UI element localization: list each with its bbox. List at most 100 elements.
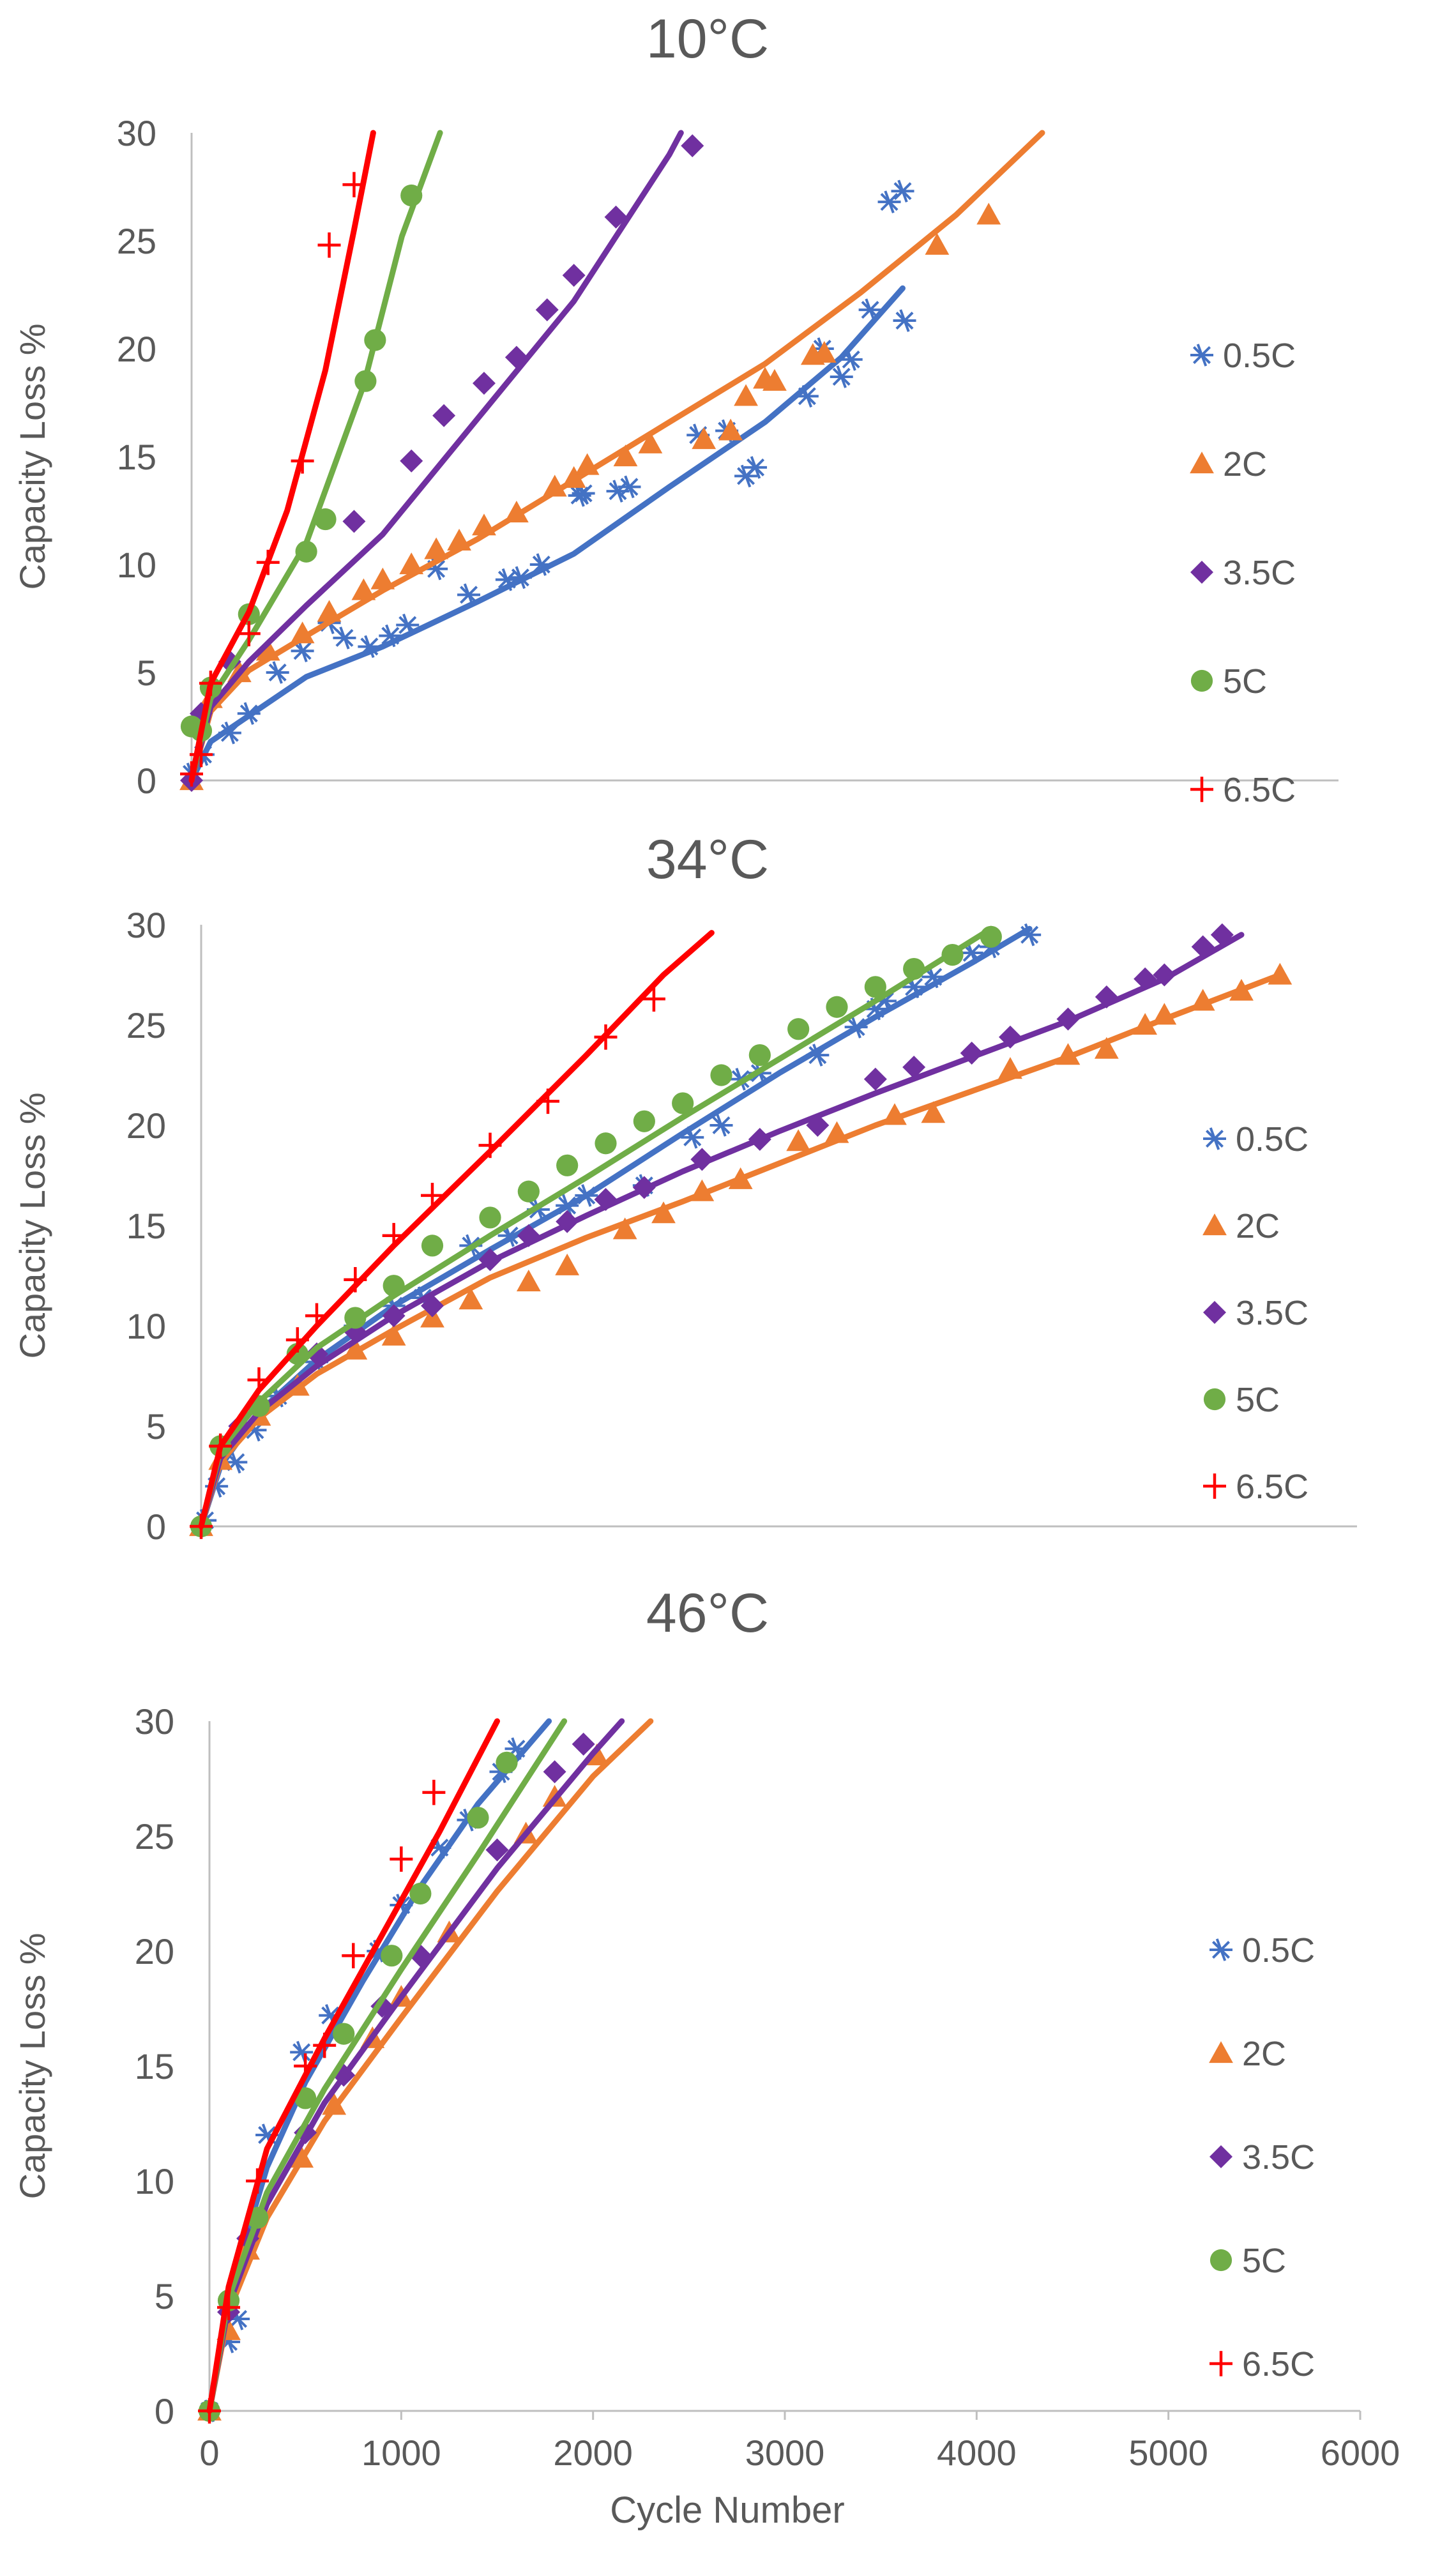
- panel-34c-series-6-5c: [190, 930, 715, 1539]
- panel-10c-series-0-5c-point-8-stroke-v: [364, 635, 375, 658]
- panel-10c-series-0-5c-point-2-stroke-v: [224, 721, 236, 745]
- panel-46c-x-tick-2000: 2000: [553, 2433, 633, 2473]
- panel-34c-y-tick-25: 25: [126, 1005, 166, 1045]
- panel-34c-legend-3-5c-label: 3.5C: [1236, 1294, 1308, 1332]
- panel-10c-series-2c-point-8: [399, 552, 424, 575]
- panel-46c-x-tick-5000: 5000: [1128, 2433, 1208, 2473]
- panel-10c-legend-5c: 5C: [1190, 662, 1267, 701]
- panel-34c-series-0-5c-point-16-stroke-v: [716, 1114, 727, 1137]
- panel-34c-y-tick-0: 0: [146, 1507, 166, 1547]
- panel-34c-legend-0-5c-marker: [1203, 1127, 1226, 1150]
- panel-46c-legend-6-5c-label: 6.5C: [1242, 2345, 1315, 2383]
- panel-34c-series-0-5c-point-15: [681, 1126, 704, 1149]
- panel-46c-y-tick-25: 25: [135, 1816, 174, 1857]
- panel-34c-series-6-5c-point-10: [594, 1024, 618, 1050]
- panel-10c-series-0-5c-point-28: [858, 298, 882, 321]
- panel-34c-series-6-5c-point-0: [190, 1514, 213, 1539]
- panel-46c-legend-0-5c-marker: [1210, 1938, 1232, 1961]
- panel-10c-legend-3-5c-label: 3.5C: [1223, 554, 1296, 592]
- panel-34c-series-2c-point-25: [1268, 962, 1293, 985]
- panel-46c-series-3-5c-point-8: [543, 1760, 566, 1784]
- panel-46c-series-5c-fit-line: [206, 1718, 568, 2414]
- panel-46c-series-5c-point-8: [496, 1751, 518, 1774]
- panel-46c-series-6-5c-point-4: [313, 2032, 337, 2058]
- panel-46c-x-tick-6000: 6000: [1321, 2433, 1400, 2473]
- panel-34c-series-5c-point-16: [826, 996, 848, 1018]
- panel-34c-series-2c-point-17: [921, 1101, 946, 1123]
- panel-10c-series-5c-point-8: [400, 184, 423, 207]
- panel-46c-y-tick-5: 5: [155, 2276, 174, 2316]
- panel-46c-series-5c-point-7: [467, 1807, 489, 1829]
- panel-10c-series-0-5c-point-15-stroke-v: [536, 553, 547, 576]
- panel-34c-series-5c-point-17: [864, 976, 886, 998]
- panel-34c-y-tick-20: 20: [126, 1105, 166, 1146]
- panel-34c-series-3-5c-point-15: [902, 1055, 926, 1079]
- panel-46c-legend-5c-label: 5C: [1242, 2242, 1286, 2280]
- panel-10c-title: 10°C: [646, 8, 769, 70]
- panel-10c-legend-3-5c-marker: [1190, 561, 1213, 584]
- panel-10c-series-2c-point-19: [718, 418, 743, 441]
- panel-34c-series-2c-point-9: [555, 1253, 580, 1275]
- panel-34c-legend-5c-marker: [1203, 1388, 1226, 1411]
- panel-34c-series-6-5c-point-2: [247, 1367, 271, 1393]
- panel-46c-x-tick-1000: 1000: [361, 2433, 441, 2473]
- panel-34c-y-tick-10: 10: [126, 1306, 166, 1346]
- panel-10c-series-3-5c-point-9: [562, 264, 586, 287]
- panel-10c-series-0-5c-point-26: [830, 365, 853, 388]
- panel-10c-series-0-5c-point-29-stroke-v: [884, 190, 895, 213]
- panel-10c-series-2c-point-25: [925, 232, 950, 255]
- panel-34c-series-3-5c-point-19: [1095, 985, 1118, 1009]
- panel-34c-series-6-5c-point-11: [642, 986, 665, 1012]
- panel-10c-y-tick-25: 25: [117, 221, 156, 261]
- panel-34c-series-0-5c-point-13-stroke-v: [581, 1184, 592, 1207]
- panel-46c: 46°C 0 5 10 15 20 25 30 0 1000 2000 3000 4000 5000 600…: [12, 1583, 1400, 2531]
- panel-10c-series-2c: [179, 130, 1045, 791]
- panel-10c-series-0-5c-point-15: [529, 553, 553, 576]
- panel-10c-y-label: Capacity Loss %: [12, 323, 52, 589]
- panel-34c-series-3-5c-point-20: [1134, 967, 1157, 991]
- panel-46c-x-tick-0: 0: [199, 2433, 219, 2473]
- panel-46c-series-2c-point-3: [289, 2146, 314, 2168]
- panel-10c-legend-2c-label: 2C: [1223, 445, 1267, 483]
- panel-10c-series-0-5c-point-31-stroke-v: [899, 309, 910, 332]
- panel-34c-series-6-5c-fit-line: [198, 930, 715, 1530]
- panel-46c-y-tick-30: 30: [135, 1701, 174, 1742]
- panel-34c-legend-2c-label: 2C: [1236, 1207, 1280, 1245]
- panel-34c-y-tick-15: 15: [126, 1206, 166, 1246]
- panel-10c-series-6-5c-point-6: [317, 232, 341, 258]
- panel-34c-y-label: Capacity Loss %: [12, 1092, 52, 1358]
- panel-10c-series-3-5c-point-4: [400, 449, 423, 473]
- panel-46c-y-tick-10: 10: [135, 2161, 174, 2201]
- panel-34c-series-2c-point-21: [1133, 1013, 1158, 1035]
- panel-10c-series-2c-point-20: [734, 384, 758, 406]
- panel-46c-legend-0-5c: 0.5C: [1210, 1931, 1315, 1970]
- panel-10c-series-0-5c-point-13: [495, 568, 519, 591]
- panel-10c-series-2c-point-3: [255, 639, 280, 661]
- panel-10c-y-tick-30: 30: [117, 113, 156, 153]
- panel-10c-y-tick-0: 0: [137, 761, 156, 801]
- panel-10c-series-3-5c-fit-line: [188, 130, 684, 784]
- panel-34c-series-2c-point-12: [690, 1179, 715, 1201]
- panel-46c-series-5c: [198, 1718, 568, 2422]
- panel-10c-series-2c-point-9: [424, 537, 449, 559]
- panel-34c-series-3-5c-point-8: [556, 1210, 579, 1233]
- panel-46c-legend-3-5c: 3.5C: [1210, 2138, 1315, 2177]
- panel-34c-legend-3-5c: 3.5C: [1203, 1294, 1308, 1332]
- panel-34c-series-5c-point-20: [980, 925, 1002, 948]
- panel-34c-series-3-5c-point-4: [382, 1304, 406, 1328]
- panel-10c-legend-5c-label: 5C: [1223, 662, 1267, 701]
- panel-34c-y-tick-30: 30: [126, 905, 166, 945]
- panel-34c-series-2c-point-15: [824, 1121, 849, 1143]
- panel-34c-series-3-5c-point-10: [632, 1176, 656, 1199]
- panel-34c-series-3-5c: [190, 923, 1245, 1538]
- panel-34c-series-5c-point-3: [286, 1342, 308, 1365]
- panel-34c-series-2c-point-10: [612, 1217, 637, 1240]
- panel-34c-series-5c-point-10: [595, 1132, 617, 1155]
- panel-10c-series-3-5c-point-3: [342, 510, 366, 533]
- panel-10c-series-3-5c-point-10: [604, 205, 628, 229]
- panel-34c-series-3-5c-point-16: [960, 1041, 983, 1065]
- panel-46c-legend-3-5c-marker: [1210, 2145, 1232, 2168]
- panel-46c-series-5c-point-4: [333, 2023, 355, 2045]
- panel-34c-series-5c-point-19: [941, 944, 964, 966]
